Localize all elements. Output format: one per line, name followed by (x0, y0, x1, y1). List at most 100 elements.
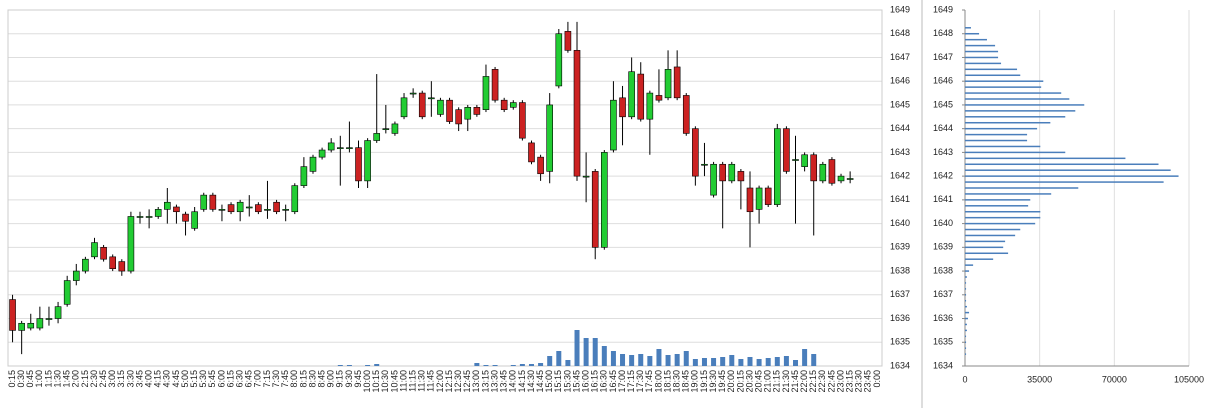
x-tick-label: 10:30 (380, 370, 390, 393)
y-tick-label: 1637 (933, 289, 953, 299)
profile-bar (965, 157, 1126, 160)
profile-bar (965, 38, 987, 41)
profile-bar (965, 193, 1052, 195)
y-tick-label: 1646 (890, 76, 910, 86)
volume-bar (556, 351, 562, 366)
volume-bar (665, 355, 671, 366)
candle-body (628, 71, 635, 118)
y-tick-label: 1634 (890, 360, 910, 370)
volume-bar (547, 356, 553, 366)
candle-body (619, 97, 626, 118)
candle-body (54, 306, 62, 319)
y-tick-label: 1642 (890, 171, 910, 181)
profile-bar (965, 311, 970, 314)
candle-body (264, 209, 271, 211)
y-tick-label: 1648 (890, 28, 910, 38)
volume-bar (747, 357, 753, 366)
x-tick-label: 18:00 (653, 370, 663, 393)
candle-body (127, 216, 135, 272)
x-tick-label: 5:45 (207, 370, 217, 388)
x-tick-label: 9:15 (335, 370, 345, 388)
candle-body (209, 194, 217, 210)
x-tick-label: 8:00 (289, 370, 299, 388)
candle-body (591, 171, 599, 248)
profile-bar (965, 205, 1029, 207)
x-tick-label: 21:15 (772, 370, 782, 393)
plot-frame (7, 9, 883, 367)
candle-body (282, 209, 289, 211)
x-tick-label: 21:30 (781, 370, 791, 393)
candle-body (610, 99, 617, 151)
x-tick-label: 0:15 (7, 370, 17, 388)
x-tick-label: 16:30 (599, 370, 609, 393)
candle-body (801, 154, 808, 167)
profile-bar (965, 86, 1042, 88)
y-tick-label: 1649 (890, 4, 910, 14)
candle-body (673, 66, 681, 99)
candle-body (719, 163, 726, 182)
profile-bar (965, 133, 1028, 136)
profile-bar (965, 282, 967, 284)
x-tick-label: 11:00 (398, 370, 408, 392)
x-tick-label: 10:45 (389, 370, 399, 393)
candle-body (664, 69, 672, 99)
volume-bar (738, 359, 744, 366)
candle-body (701, 163, 708, 166)
volume-bar (701, 358, 707, 366)
profile-bar (965, 127, 1038, 130)
candle-body (473, 107, 481, 115)
candle-body (72, 270, 80, 281)
x-tick-label: 23:30 (854, 370, 864, 393)
x-tick-label: 20:00 (726, 370, 736, 393)
x-tick-label: 15:15 (553, 370, 563, 393)
profile-bar (965, 276, 967, 278)
candle-body (528, 142, 535, 163)
candle-body (318, 149, 326, 158)
candle-body (792, 159, 799, 161)
y-tick-label: 1639 (890, 242, 910, 252)
x-tick-label: 70000 (1102, 374, 1127, 384)
candle-body (755, 187, 763, 210)
x-tick-label: 15:30 (562, 370, 572, 393)
y-tick-label: 1647 (890, 52, 910, 62)
x-tick-label: 2:30 (89, 370, 99, 388)
candle-body (173, 206, 180, 213)
candle-body (710, 163, 717, 196)
x-tick-label: 18:15 (662, 370, 672, 393)
x-tick-label: 5:30 (198, 370, 208, 388)
x-tick-label: 17:00 (617, 370, 627, 393)
x-tick-label: 21:00 (763, 370, 773, 393)
candle-body (309, 156, 317, 172)
x-tick-label: 11:45 (426, 370, 436, 392)
profile-bar (965, 139, 1028, 142)
volume-bar (802, 349, 808, 366)
x-tick-label: 14:30 (526, 370, 536, 393)
profile-bar (965, 116, 1066, 118)
candle-body (409, 92, 417, 95)
y-tick-label: 1636 (890, 313, 910, 323)
volume-bar (574, 330, 580, 366)
x-tick-label: 13:15 (480, 370, 490, 393)
candle-body (601, 152, 608, 248)
x-tick-label: 13:00 (471, 370, 481, 393)
profile-bar (965, 68, 1018, 71)
x-tick-label: 1:30 (52, 370, 62, 388)
profile-bar (965, 92, 1062, 94)
x-tick-label: 14:15 (517, 370, 527, 393)
x-tick-label: 23:45 (863, 370, 873, 393)
y-tick-label: 1643 (933, 147, 953, 157)
volume-bar (510, 365, 516, 366)
profile-bar (965, 299, 967, 302)
candle-body (18, 322, 25, 331)
x-tick-label: 12:00 (435, 370, 445, 393)
candle-body (36, 318, 44, 329)
candle-body (582, 175, 590, 178)
candle-body (245, 206, 253, 209)
volume-bar (656, 349, 662, 366)
x-tick-label: 20:30 (744, 370, 754, 393)
volume-bar (365, 365, 371, 366)
x-tick-label: 13:45 (499, 370, 509, 393)
volume-bar (610, 351, 616, 366)
candle-body (136, 216, 144, 218)
